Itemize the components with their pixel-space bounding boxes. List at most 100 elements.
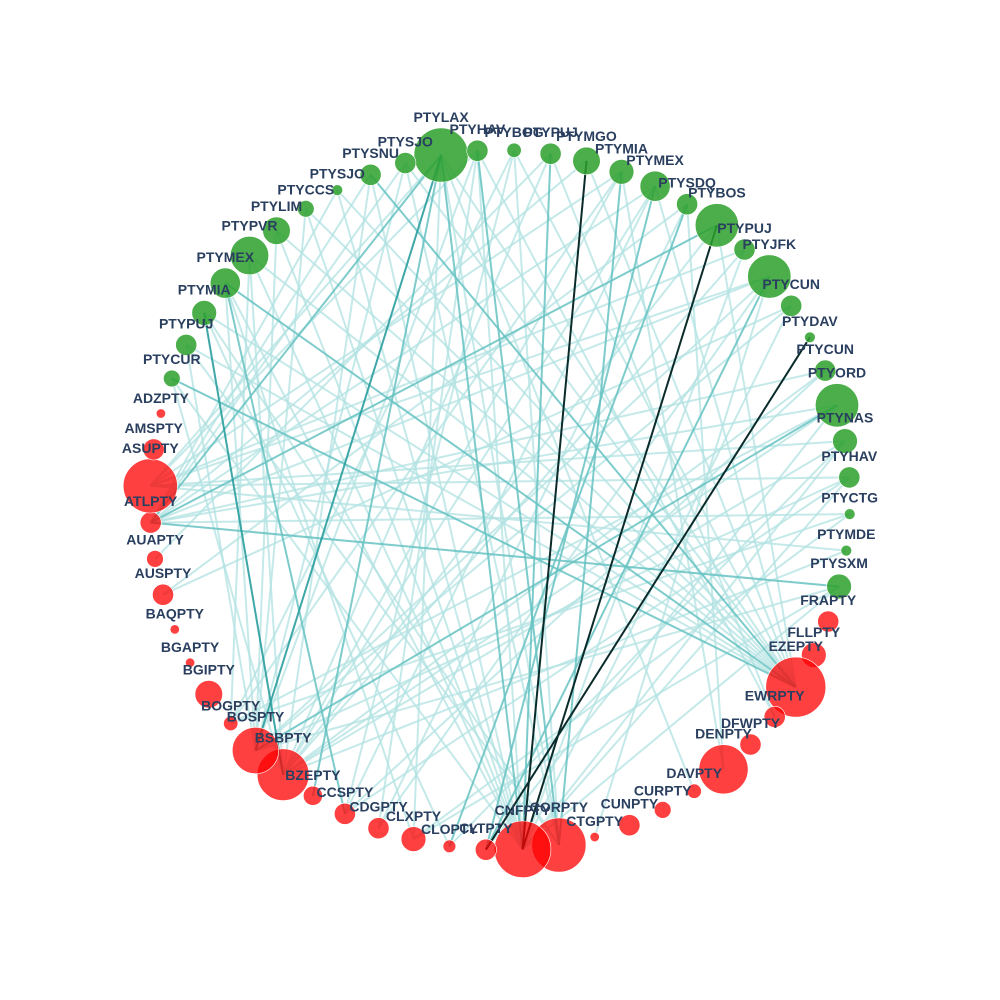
edge-ptysjo-atlpty: [149, 189, 339, 524]
node-ptymex[interactable]: [209, 267, 241, 299]
node-label-ccspty: CCSPTY: [317, 784, 374, 800]
node-ptylim[interactable]: [262, 216, 291, 245]
edge-ptysnu-ezepty: [369, 174, 797, 688]
node-cltpty[interactable]: [474, 838, 497, 861]
node-adzpty[interactable]: [155, 408, 166, 419]
node-label-baqpty: BAQPTY: [146, 606, 205, 622]
node-ptybos[interactable]: [694, 203, 739, 248]
node-clxpty[interactable]: [400, 826, 427, 852]
node-ptypuj[interactable]: [175, 333, 198, 356]
node-label-clopty: CLOPTY: [421, 821, 478, 837]
node-label-cdgpty: CDGPTY: [349, 799, 408, 815]
edge-ptyjfk-cdgpty: [377, 275, 771, 829]
node-cunpty[interactable]: [618, 814, 641, 837]
node-label-asupty: ASUPTY: [122, 440, 179, 456]
node-label-ptydav: PTYDAV: [782, 313, 838, 329]
node-ccspty[interactable]: [333, 802, 356, 825]
node-ptyjfk[interactable]: [747, 254, 792, 299]
edge-ptylax-cnfpty: [440, 154, 524, 850]
node-ptypuj[interactable]: [733, 238, 756, 261]
node-ptypuj[interactable]: [539, 142, 562, 165]
node-ptysxm[interactable]: [826, 573, 852, 600]
edge-ptymex-bospty: [224, 283, 257, 751]
edge-ptynas-cnfpty: [521, 440, 846, 850]
edge-ptyjfk-cltpty: [485, 276, 771, 851]
node-atlpty[interactable]: [139, 511, 162, 534]
node-ptyctg[interactable]: [843, 508, 856, 520]
node-label-auspty: AUSPTY: [135, 565, 192, 581]
edge-ptyhav-ccspty: [344, 476, 850, 815]
node-ptydav[interactable]: [804, 331, 816, 343]
edge-ptybos-ezepty: [715, 225, 797, 688]
node-ptymde[interactable]: [840, 544, 852, 557]
node-ptysjo[interactable]: [331, 184, 343, 196]
node-label-ezepty: EZEPTY: [769, 638, 824, 654]
node-label-ptycur: PTYCUR: [143, 351, 201, 367]
node-ptypvr[interactable]: [230, 236, 270, 276]
node-ptycun[interactable]: [814, 359, 837, 382]
node-ptysjo[interactable]: [394, 152, 417, 174]
node-ptycun[interactable]: [780, 294, 803, 317]
node-denpty[interactable]: [698, 744, 749, 795]
edge-ptycun-ccspty: [344, 369, 826, 815]
node-auapty[interactable]: [146, 550, 164, 568]
node-ptysdq[interactable]: [676, 193, 699, 216]
node-label-ptymia: PTYMIA: [178, 282, 231, 298]
node-bospty[interactable]: [232, 726, 280, 774]
node-label-ptycun: PTYCUN: [762, 276, 820, 292]
node-label-denpty: DENPTY: [695, 726, 752, 742]
node-ptycur[interactable]: [163, 369, 181, 388]
node-ptymgo[interactable]: [572, 146, 601, 175]
node-amspty[interactable]: [142, 438, 165, 461]
edge-ptyccs-cnfpty: [304, 208, 524, 850]
node-label-ptyjfk: PTYJFK: [742, 236, 796, 252]
node-clopty[interactable]: [442, 839, 457, 853]
node-dfwpty[interactable]: [739, 733, 762, 756]
edge-ptyjfk-ctgpty: [593, 276, 771, 838]
node-bgipty[interactable]: [194, 680, 223, 709]
edge-ptydav-cltpty: [485, 336, 811, 851]
node-ptyhav[interactable]: [466, 139, 489, 162]
node-auspty[interactable]: [152, 583, 174, 606]
node-davpty[interactable]: [686, 783, 702, 799]
edge-ptymia-bogpty: [229, 171, 623, 725]
node-label-bzepty: BZEPTY: [285, 767, 341, 783]
node-bzepty[interactable]: [302, 785, 323, 806]
node-ptyhav[interactable]: [838, 466, 861, 489]
node-ptymex[interactable]: [639, 170, 671, 202]
node-ptynas[interactable]: [832, 428, 858, 454]
node-label-frapty: FRAPTY: [800, 592, 857, 608]
node-label-ptymex: PTYMEX: [626, 152, 684, 168]
node-label-ptynas: PTYNAS: [817, 410, 874, 426]
edge-ptymex-ezepty: [224, 282, 797, 688]
node-ptymia[interactable]: [191, 300, 217, 326]
node-label-ptypvr: PTYPVR: [221, 217, 277, 233]
node-ptysnu[interactable]: [359, 163, 382, 186]
node-label-ptyhav: PTYHAV: [450, 121, 506, 137]
node-label-ptyhav: PTYHAV: [821, 448, 877, 464]
node-ptymia[interactable]: [608, 159, 635, 185]
node-frapty[interactable]: [817, 610, 840, 633]
node-bogpty[interactable]: [223, 715, 239, 731]
node-bgapty[interactable]: [185, 657, 196, 668]
node-ezepty[interactable]: [765, 656, 827, 718]
node-curpty[interactable]: [653, 801, 672, 819]
edge-ptypuj-corpty: [185, 344, 560, 846]
edge-ptypuj-bospty: [185, 344, 257, 751]
node-label-ptysxm: PTYSXM: [810, 555, 868, 571]
node-cdgpty[interactable]: [367, 817, 390, 840]
edge-ptysdq-auspty: [162, 203, 688, 596]
node-ptyord[interactable]: [814, 383, 859, 428]
node-ptyccs[interactable]: [297, 200, 315, 218]
node-baqpty[interactable]: [169, 624, 180, 635]
edge-ptypvr-bogpty: [229, 255, 251, 724]
node-ctgpty[interactable]: [589, 831, 600, 842]
node-label-ptymgo: PTYMGO: [556, 128, 617, 144]
node-ptybog[interactable]: [506, 142, 522, 158]
node-ewrpty[interactable]: [763, 706, 786, 728]
edge-ptylax-asupty: [149, 154, 442, 487]
edge-ptyctg-clxpty: [412, 513, 851, 840]
edge-ptysjo-ezepty: [404, 162, 797, 688]
node-label-ptysjo: PTYSJO: [310, 166, 365, 182]
edge-ptysnu-bsbpty: [282, 174, 372, 775]
